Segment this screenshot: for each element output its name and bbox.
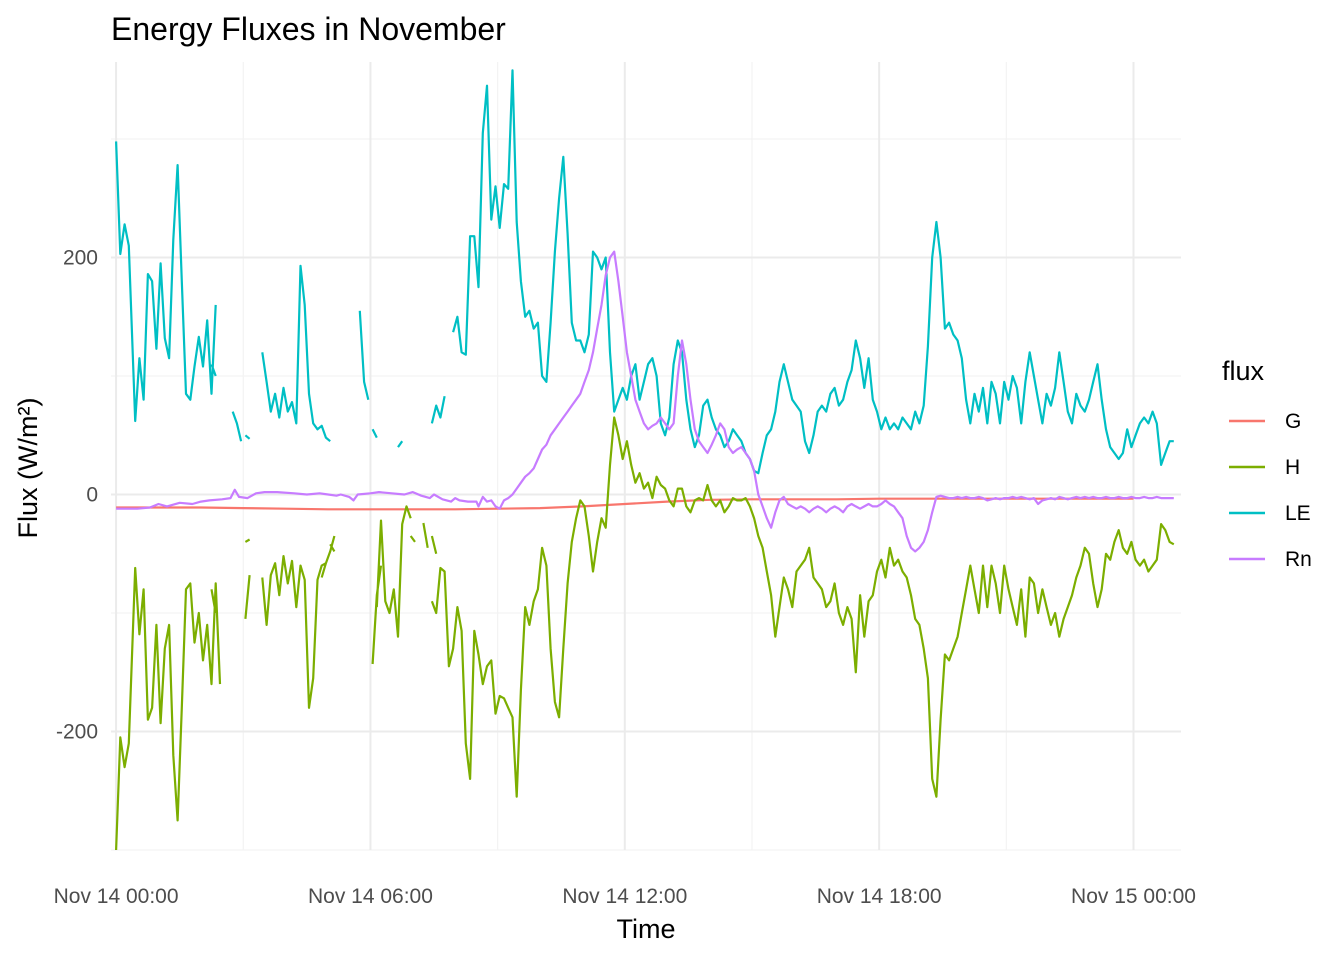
legend: flux GH LE Rn — [1222, 356, 1312, 571]
series-line-rn — [116, 250, 1174, 553]
x-tick-label: Nov 14 18:00 — [817, 885, 942, 908]
legend-label-le: LE — [1285, 502, 1311, 525]
plot-lines — [115, 69, 1175, 851]
x-tick-label: Nov 15 00:00 — [1071, 885, 1196, 908]
x-tick-label: Nov 14 00:00 — [54, 885, 179, 908]
y-tick-label: 200 — [63, 247, 98, 270]
series-line-g — [116, 497, 1134, 511]
y-axis-ticks: -200 0 200 — [56, 247, 98, 744]
y-axis-title: Flux (W/m²) — [13, 398, 43, 539]
chart-title: Energy Fluxes in November — [111, 11, 506, 47]
series-line-le — [115, 69, 1174, 475]
legend-label-g: G — [1285, 410, 1301, 433]
legend-label-h: H — [1285, 456, 1300, 479]
x-axis-ticks: Nov 14 00:00 Nov 14 06:00 Nov 14 12:00 Nov … — [54, 885, 1196, 908]
x-axis-title: Time — [617, 914, 676, 944]
y-tick-label: -200 — [56, 721, 98, 744]
series-line-h — [115, 416, 1175, 851]
plot-grid — [111, 62, 1181, 851]
x-tick-label: Nov 14 12:00 — [562, 885, 687, 908]
legend-title: flux — [1222, 356, 1265, 386]
y-tick-label: 0 — [86, 484, 98, 507]
legend-label-rn: Rn — [1285, 548, 1312, 571]
x-tick-label: Nov 14 06:00 — [308, 885, 433, 908]
